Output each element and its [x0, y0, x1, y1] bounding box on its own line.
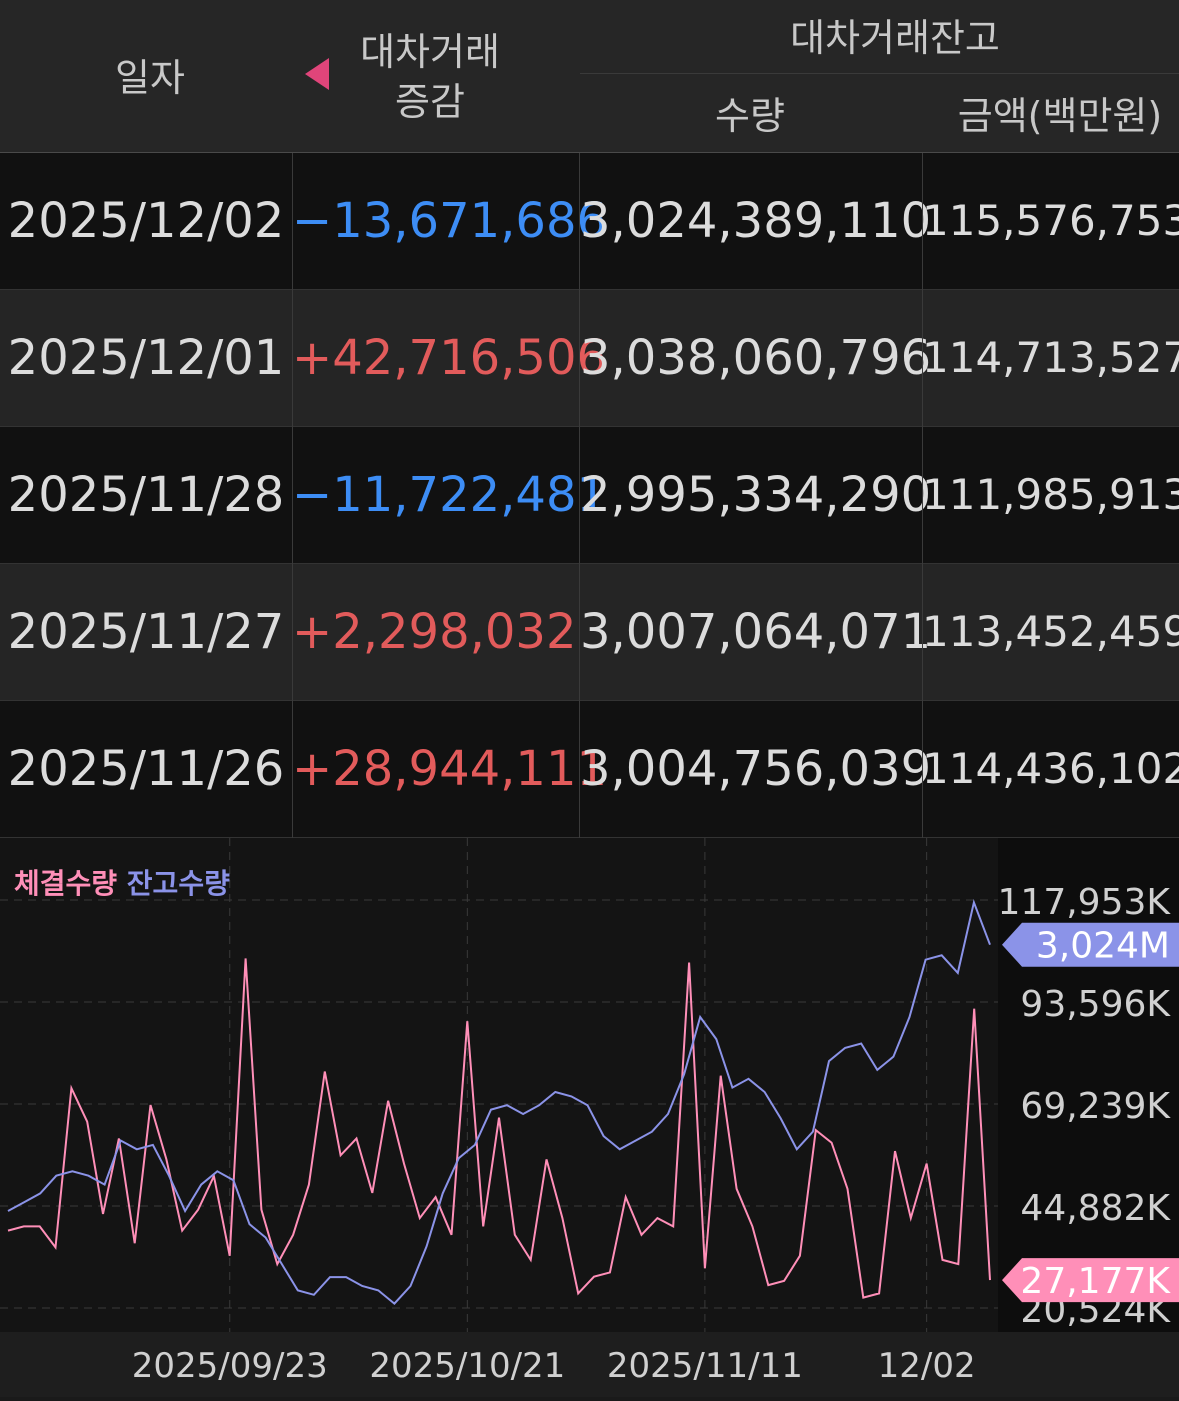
badge-balance-bg: [1002, 922, 1179, 967]
row-amount: 115,576,753: [922, 196, 1179, 245]
sort-left-arrow-icon[interactable]: [305, 58, 329, 90]
header-date[interactable]: 일자: [115, 56, 185, 100]
header-balance-group: 대차거래잔고: [790, 16, 1000, 60]
row-quantity: 3,004,756,039: [580, 741, 932, 797]
x-tick-label: 2025/09/23: [132, 1346, 328, 1386]
y-tick-label: 117,953K: [998, 882, 1172, 923]
header-change-line1[interactable]: 대차거래: [360, 30, 500, 74]
table-row[interactable]: 2025/11/26 +28,944,111 3,004,756,039 114…: [0, 701, 1179, 838]
legend-balance: 잔고수량: [126, 867, 230, 900]
column-divider: [292, 153, 293, 838]
row-amount: 111,985,913: [922, 470, 1179, 519]
row-change: +2,298,032: [292, 604, 577, 660]
row-quantity: 2,995,334,290: [580, 467, 932, 523]
row-change: +42,716,506: [292, 330, 608, 386]
row-change: −11,722,481: [292, 467, 608, 523]
row-amount: 114,713,527: [922, 333, 1179, 382]
table-header: 일자 대차거래 증감 대차거래잔고 수량 금액(백만원): [0, 0, 1179, 153]
y-tick-label: 69,239K: [1020, 1086, 1171, 1127]
table-row[interactable]: 2025/11/27 +2,298,032 3,007,064,071 113,…: [0, 564, 1179, 701]
badge-balance: 3,024M: [1036, 926, 1170, 967]
y-tick-label: 93,596K: [1020, 984, 1171, 1025]
series-balance-line: [7, 898, 991, 1305]
row-date: 2025/12/01: [7, 330, 285, 386]
row-date: 2025/12/02: [7, 193, 285, 249]
header-divider: [580, 73, 1179, 74]
table-row[interactable]: 2025/12/02 −13,671,686 3,024,389,110 115…: [0, 153, 1179, 290]
badge-executed-bg: [1002, 1258, 1179, 1303]
header-quantity[interactable]: 수량: [715, 94, 785, 138]
y-axis-area: [998, 838, 1179, 1332]
data-table: 2025/12/02 −13,671,686 3,024,389,110 115…: [0, 153, 1179, 838]
row-date: 2025/11/28: [7, 467, 285, 523]
row-amount: 113,452,459: [922, 607, 1179, 656]
row-quantity: 3,007,064,071: [580, 604, 932, 660]
y-tick-label: 44,882K: [1020, 1188, 1171, 1229]
table-row[interactable]: 2025/11/28 −11,722,481 2,995,334,290 111…: [0, 427, 1179, 564]
table-row[interactable]: 2025/12/01 +42,716,506 3,038,060,796 114…: [0, 290, 1179, 427]
row-date: 2025/11/26: [7, 741, 285, 797]
x-axis-area: [0, 1332, 1179, 1397]
header-change-line2[interactable]: 증감: [395, 80, 465, 124]
x-tick-label: 2025/10/21: [369, 1346, 565, 1386]
row-quantity: 3,024,389,110: [580, 193, 932, 249]
chart-panel[interactable]: 117,953K 93,596K 69,239K 44,882K 20,524K 202…: [0, 838, 1179, 1397]
plot-area: [0, 838, 998, 1332]
badge-executed: 27,177K: [1020, 1261, 1171, 1302]
chart-legend: 체결수량 잔고수량: [14, 862, 230, 902]
column-divider: [922, 153, 923, 838]
x-tick-label: 12/02: [878, 1346, 976, 1386]
header-amount[interactable]: 금액(백만원): [957, 94, 1163, 138]
row-change: −13,671,686: [292, 193, 608, 249]
row-quantity: 3,038,060,796: [580, 330, 932, 386]
legend-executed: 체결수량: [14, 867, 118, 900]
row-amount: 114,436,102: [922, 744, 1179, 793]
x-tick-label: 2025/11/11: [607, 1346, 803, 1386]
column-divider: [579, 153, 580, 838]
row-change: +28,944,111: [292, 741, 608, 797]
row-date: 2025/11/27: [7, 604, 285, 660]
